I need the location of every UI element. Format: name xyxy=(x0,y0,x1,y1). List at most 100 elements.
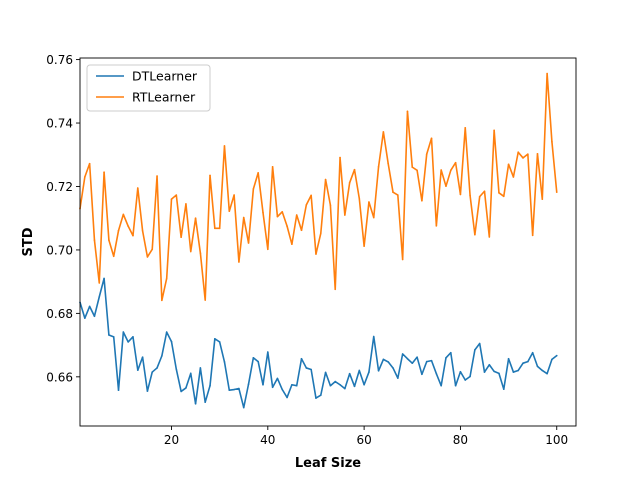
data-point-dtlearner xyxy=(469,375,471,378)
data-point-dtlearner xyxy=(170,340,173,343)
data-point-rtlearner xyxy=(344,214,346,216)
data-point-rtlearner xyxy=(546,72,548,75)
data-point-rtlearner xyxy=(416,169,418,172)
data-point-dtlearner xyxy=(353,385,356,388)
data-point-dtlearner xyxy=(440,384,442,387)
data-point-rtlearner xyxy=(165,277,168,280)
data-point-dtlearner xyxy=(103,277,105,280)
data-point-dtlearner xyxy=(136,369,139,371)
data-point-rtlearner xyxy=(411,166,414,168)
data-point-dtlearner xyxy=(551,358,553,361)
data-point-dtlearner xyxy=(421,373,423,376)
data-point-dtlearner xyxy=(315,397,317,399)
data-point-dtlearner xyxy=(156,367,158,369)
data-point-rtlearner xyxy=(421,199,423,202)
data-point-rtlearner xyxy=(286,225,288,227)
data-point-dtlearner xyxy=(112,336,115,338)
data-point-rtlearner xyxy=(339,156,341,159)
data-point-dtlearner xyxy=(84,317,86,319)
data-point-rtlearner xyxy=(353,168,356,171)
data-point-rtlearner xyxy=(238,261,240,263)
data-point-dtlearner xyxy=(522,362,524,364)
data-point-rtlearner xyxy=(377,166,380,168)
data-point-rtlearner xyxy=(175,194,178,196)
data-point-rtlearner xyxy=(488,236,491,238)
data-point-dtlearner xyxy=(324,371,327,374)
data-point-dtlearner xyxy=(238,387,240,390)
data-point-dtlearner xyxy=(305,367,308,369)
data-point-rtlearner xyxy=(425,153,428,155)
data-point-rtlearner xyxy=(141,230,144,232)
data-point-dtlearner xyxy=(88,305,91,308)
legend-label-dtlearner: DTLearner xyxy=(132,69,198,84)
y-axis-label: STD xyxy=(21,227,36,256)
data-point-rtlearner xyxy=(151,248,154,251)
data-point-dtlearner xyxy=(507,357,510,360)
data-point-dtlearner xyxy=(161,355,163,357)
data-point-dtlearner xyxy=(319,394,322,397)
data-point-rtlearner xyxy=(199,252,202,254)
data-point-rtlearner xyxy=(300,229,303,232)
y-tick-label: 0.72 xyxy=(46,180,73,194)
data-point-dtlearner xyxy=(286,396,288,399)
legend-label-rtlearner: RTLearner xyxy=(132,90,196,105)
data-point-dtlearner xyxy=(382,358,385,361)
x-tick-label: 100 xyxy=(545,433,568,447)
data-point-rtlearner xyxy=(170,198,173,200)
data-point-dtlearner xyxy=(257,360,259,363)
data-point-rtlearner xyxy=(84,176,86,178)
data-point-dtlearner xyxy=(151,371,154,373)
data-point-rtlearner xyxy=(117,229,120,232)
data-point-dtlearner xyxy=(127,341,129,343)
data-point-dtlearner xyxy=(242,406,245,409)
data-point-rtlearner xyxy=(450,169,452,172)
data-point-dtlearner xyxy=(435,372,438,375)
data-point-dtlearner xyxy=(541,369,544,372)
data-point-dtlearner xyxy=(483,371,486,373)
data-point-rtlearner xyxy=(392,191,394,193)
y-tick-label: 0.66 xyxy=(46,370,73,384)
data-point-dtlearner xyxy=(194,402,197,405)
data-point-dtlearner xyxy=(368,371,370,373)
x-axis-label: Leaf Size xyxy=(295,456,361,471)
data-point-rtlearner xyxy=(478,195,481,198)
data-point-dtlearner xyxy=(363,383,365,386)
data-point-dtlearner xyxy=(185,387,187,389)
data-point-rtlearner xyxy=(498,192,500,194)
data-point-dtlearner xyxy=(233,388,235,391)
data-point-rtlearner xyxy=(493,129,495,132)
data-point-rtlearner xyxy=(281,211,284,213)
data-point-dtlearner xyxy=(281,388,284,391)
data-point-dtlearner xyxy=(247,383,250,385)
data-point-rtlearner xyxy=(531,234,534,237)
data-point-rtlearner xyxy=(555,191,558,193)
data-point-dtlearner xyxy=(199,367,202,369)
data-point-dtlearner xyxy=(348,372,351,375)
data-point-rtlearner xyxy=(382,131,385,133)
data-point-rtlearner xyxy=(315,253,317,255)
data-point-rtlearner xyxy=(218,227,221,230)
data-point-dtlearner xyxy=(531,351,534,354)
data-point-dtlearner xyxy=(392,367,394,369)
data-point-rtlearner xyxy=(271,166,274,168)
data-point-rtlearner xyxy=(536,153,539,155)
data-point-rtlearner xyxy=(387,162,389,165)
data-point-dtlearner xyxy=(180,390,182,393)
data-point-dtlearner xyxy=(555,354,558,357)
data-point-rtlearner xyxy=(440,169,442,171)
data-point-dtlearner xyxy=(310,368,312,371)
data-point-dtlearner xyxy=(141,356,144,358)
y-tick-label: 0.70 xyxy=(46,243,73,257)
data-point-rtlearner xyxy=(204,299,206,301)
data-point-rtlearner xyxy=(334,288,337,291)
x-tick-label: 20 xyxy=(164,433,179,447)
data-point-dtlearner xyxy=(459,370,462,373)
data-point-rtlearner xyxy=(401,258,404,261)
data-point-dtlearner xyxy=(93,315,96,318)
y-tick-label: 0.68 xyxy=(46,307,73,321)
data-point-dtlearner xyxy=(122,331,125,333)
data-point-dtlearner xyxy=(276,377,279,380)
data-point-rtlearner xyxy=(372,216,375,219)
x-axis-ticks: 20 40 60 80 100 xyxy=(164,426,568,447)
